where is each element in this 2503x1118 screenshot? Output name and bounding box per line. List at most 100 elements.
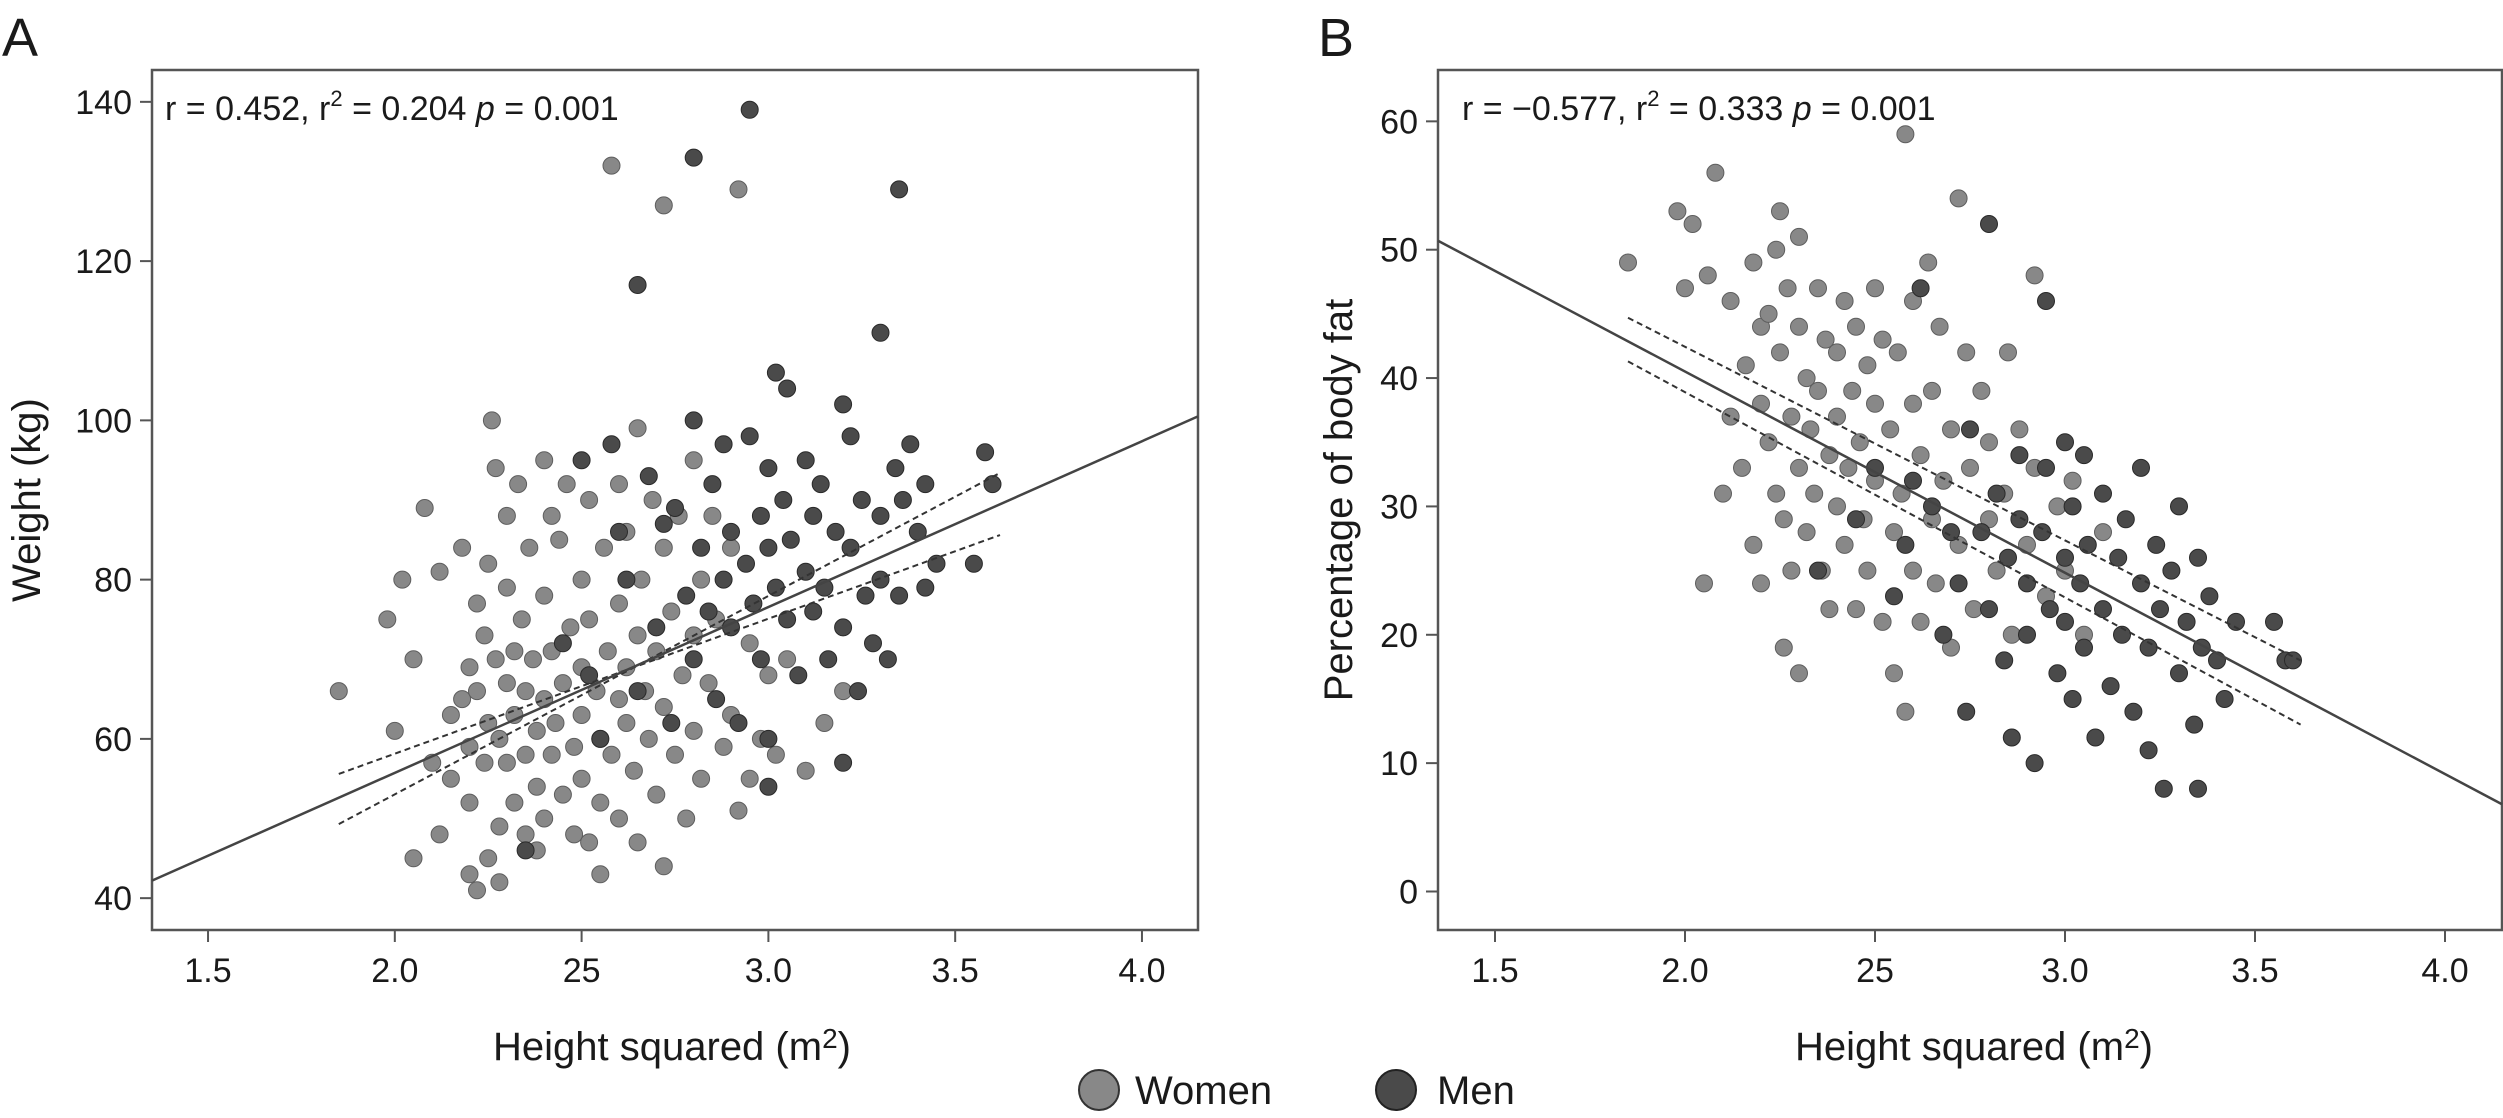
panel-a-point-women	[490, 817, 509, 836]
panel-a-point-women	[796, 761, 815, 780]
panel-b-point-men	[1847, 510, 1865, 529]
panel-b-point-men	[2056, 548, 2074, 567]
panel-a-point-men	[789, 666, 808, 685]
panel-b-point-women	[1866, 394, 1884, 413]
panel-b-point-women	[1767, 240, 1786, 259]
panel-a-point-men	[699, 602, 718, 621]
panel-a-point-men	[811, 475, 830, 494]
panel-b-y-tick-label: 10	[1380, 745, 1418, 783]
panel-a-point-women	[580, 491, 599, 509]
panel-a-point-men	[976, 443, 995, 462]
panel-b-point-men	[2139, 741, 2158, 760]
panel-a-point-men	[796, 451, 815, 470]
panel-a-point-women	[516, 682, 535, 701]
panel-a-point-men	[759, 777, 778, 796]
panel-a-point-women	[479, 849, 498, 868]
panel-b-point-women	[1706, 163, 1725, 182]
panel-a-point-women	[546, 714, 565, 732]
panel-b-point-men	[2010, 446, 2029, 465]
panel-b-point-women	[1816, 330, 1835, 349]
panel-b-ci-upper-line	[1627, 316, 2302, 662]
panel-a-point-women	[598, 642, 617, 661]
panel-a-point-men	[916, 475, 935, 494]
panel-a-label: A	[2, 8, 38, 68]
panel-a-point-women	[505, 793, 524, 812]
panel-b-point-men	[2048, 664, 2067, 683]
panel-b-y-tick-label: 60	[1380, 103, 1418, 141]
panel-a: A 1.5 2.0 25 3.0 3.5 4.0 40 60 80 100 120 140 r = 0…	[2, 8, 1200, 1069]
panel-b-point-women	[1919, 253, 1938, 272]
panel-a-point-women	[497, 578, 516, 597]
panel-a-point-men	[666, 499, 684, 517]
panel-a-point-men	[617, 570, 636, 589]
panel-b-plot-frame	[1436, 68, 2503, 932]
panel-a-point-women	[572, 769, 591, 788]
panel-a-y-tick-label: 120	[75, 243, 132, 281]
panel-b-point-women	[1828, 407, 1846, 426]
panel-a-point-men	[703, 475, 722, 494]
panel-b-point-men	[2124, 702, 2143, 721]
panel-b-point-men	[1911, 279, 1930, 298]
panel-a-point-women	[766, 745, 785, 764]
panel-b-x-tick-label: 3.0	[2041, 952, 2088, 990]
panel-b-point-women	[1911, 446, 1930, 465]
panel-b-point-men	[2162, 561, 2181, 580]
panel-a-point-women	[628, 833, 647, 852]
panel-a-point-men	[841, 538, 860, 557]
panel-b-point-women	[1668, 202, 1687, 221]
panel-b-point-women	[1980, 433, 1998, 452]
panel-a-point-women	[610, 594, 628, 613]
panel-b-point-women	[1820, 600, 1839, 619]
panel-a-point-women	[565, 825, 584, 844]
panel-a-point-women	[430, 562, 449, 581]
panel-b-point-women	[1964, 600, 1983, 619]
panel-b-annotation-r-sup: 2	[1647, 86, 1659, 111]
panel-a-y-tick-label: 140	[75, 84, 132, 122]
panel-b-x-tick-label: 25	[1856, 952, 1894, 990]
panel-b-point-men	[2086, 728, 2105, 747]
panel-a-y-tick-label: 60	[94, 721, 132, 759]
panel-b-point-women	[1926, 574, 1945, 593]
panel-a-point-women	[654, 196, 673, 215]
panel-a-point-women	[759, 666, 778, 685]
panel-a-point-women	[602, 745, 621, 764]
panel-a-point-women	[553, 674, 572, 693]
panel-a-point-women	[654, 538, 673, 557]
panel-a-point-women	[460, 865, 479, 884]
panel-b-point-men	[2151, 600, 2169, 619]
panel-b-point-men	[2227, 612, 2245, 631]
panel-a-point-women	[565, 737, 584, 756]
panel-a-point-women	[393, 570, 412, 589]
panel-a-point-women	[468, 682, 486, 701]
panel-b-point-women	[1790, 664, 1808, 683]
panel-a-point-men	[804, 602, 823, 621]
panel-b-point-women	[1759, 304, 1778, 323]
panel-a-point-women	[441, 706, 460, 724]
panel-b-point-women	[1744, 535, 1763, 554]
panel-b-point-men	[2056, 433, 2074, 452]
panel-a-point-women	[329, 682, 348, 701]
panel-b-point-women	[1809, 381, 1827, 400]
panel-b-label: B	[1318, 8, 1354, 68]
panel-a-point-men	[692, 538, 711, 557]
panel-a-ci-upper-line	[338, 534, 1001, 775]
panel-a-point-men	[759, 729, 778, 748]
panel-a-plot-frame	[150, 68, 1200, 932]
panel-a-point-women	[535, 586, 554, 605]
panel-a-point-men	[759, 459, 778, 478]
panel-b-point-men	[2002, 728, 2021, 747]
panel-a-point-women	[516, 825, 535, 844]
panel-a-x-tick-label: 4.0	[1118, 952, 1165, 990]
panel-a-point-women	[490, 873, 509, 892]
panel-b-point-women	[1934, 471, 1953, 490]
panel-b-point-women	[1987, 561, 2006, 580]
panel-a-point-men	[826, 522, 845, 541]
panel-a-point-women	[385, 721, 404, 740]
panel-b-annotation-p-value: = 0.001	[1812, 90, 1936, 128]
panel-a-point-men	[871, 570, 890, 589]
panel-a-point-women	[468, 594, 486, 613]
panel-b-x-tick-label: 1.5	[1471, 952, 1518, 990]
panel-b-point-women	[1904, 561, 1922, 580]
panel-a-point-women	[740, 769, 759, 788]
panel-b-point-women	[1911, 612, 1930, 631]
